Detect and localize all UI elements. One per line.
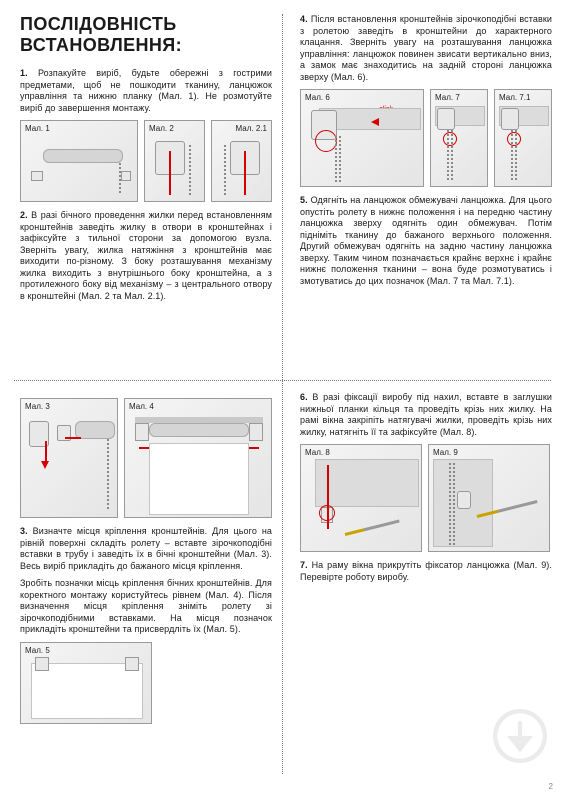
step-num-7: 7. — [300, 560, 308, 570]
step-5-text: 5. Одягніть на ланцюжок обмежувачі ланцю… — [300, 195, 552, 287]
fig-9: Мал. 9 — [428, 444, 550, 552]
fig-21: Мал. 2.1 — [211, 120, 272, 202]
fig-2: Мал. 2 — [144, 120, 205, 202]
step-num-6: 6. — [300, 392, 308, 402]
fig-row-3: Мал. 5 — [20, 642, 272, 724]
page-title: ПОСЛІДОВНІСТЬ ВСТАНОВЛЕННЯ: — [20, 14, 272, 56]
step-num-3: 3. — [20, 526, 28, 536]
fig-1: Мал. 1 — [20, 120, 138, 202]
step-1-body: Розпакуйте виріб, будьте обережні з гост… — [20, 68, 272, 113]
fig-row-1: Мал. 1 Мал. 2 Мал. 2.1 — [20, 120, 272, 202]
step-7-text: 7. На раму вікна прикрутіть фіксатор лан… — [300, 560, 552, 583]
fig-21-caption: Мал. 2.1 — [236, 124, 267, 133]
fig-7: Мал. 7 — [430, 89, 488, 187]
fig-2-caption: Мал. 2 — [149, 124, 174, 133]
step-3-body-b: Зробіть позначки місць кріплення бічних … — [20, 578, 272, 634]
step-1-text: 1. Розпакуйте виріб, будьте обережні з г… — [20, 68, 272, 114]
fig-1-caption: Мал. 1 — [25, 124, 50, 133]
fig-row-4: Мал. 6 click Мал. 7 Мал. 7.1 — [300, 89, 552, 187]
step-4-text: 4. Після встановлення кронштейнів зірочк… — [300, 14, 552, 83]
fig-3-caption: Мал. 3 — [25, 402, 50, 411]
horizontal-separator — [14, 380, 551, 381]
page-number: 2 — [549, 782, 553, 791]
fig-71: Мал. 7.1 — [494, 89, 552, 187]
step-4-body: Після встановлення кронштейнів зірочкопо… — [300, 14, 552, 82]
step-num-1: 1. — [20, 68, 28, 78]
fig-row-2: Мал. 3 Мал. 4 — [20, 398, 272, 518]
step-6-body: В разі фіксації виробу під нахил, вставт… — [300, 392, 552, 437]
fig-4: Мал. 4 — [124, 398, 272, 518]
step-3-text-b: Зробіть позначки місць кріплення бічних … — [20, 578, 272, 636]
fig-71-caption: Мал. 7.1 — [499, 93, 530, 102]
step-2-text: 2. В разі бічного проведення жилки перед… — [20, 210, 272, 302]
fig-4-caption: Мал. 4 — [129, 402, 154, 411]
fig-5-caption: Мал. 5 — [25, 646, 50, 655]
fig-7-caption: Мал. 7 — [435, 93, 460, 102]
step-5-body: Одягніть на ланцюжок обмежувачі ланцюжка… — [300, 195, 552, 286]
fig-6-caption: Мал. 6 — [305, 93, 330, 102]
step-2-body: В разі бічного проведення жилки перед вс… — [20, 210, 272, 301]
fig-row-5: Мал. 8 Мал. 9 — [300, 444, 552, 552]
step-3-text-a: 3. Визначте місця кріплення кронштейнів.… — [20, 526, 272, 572]
step-6-text: 6. В разі фіксації виробу під нахил, вст… — [300, 392, 552, 438]
step-num-4: 4. — [300, 14, 308, 24]
fig-6: Мал. 6 click — [300, 89, 424, 187]
fig-3: Мал. 3 — [20, 398, 118, 518]
step-7-body: На раму вікна прикрутіть фіксатор ланцюж… — [300, 560, 552, 582]
fig-9-caption: Мал. 9 — [433, 448, 458, 457]
fig-5: Мал. 5 — [20, 642, 152, 724]
step-num-2: 2. — [20, 210, 28, 220]
fig-8-caption: Мал. 8 — [305, 448, 330, 457]
step-num-5: 5. — [300, 195, 308, 205]
step-3-body-a: Визначте місця кріплення кронштейнів. Дл… — [20, 526, 272, 571]
fig-8: Мал. 8 — [300, 444, 422, 552]
vertical-separator — [282, 14, 283, 774]
watermark-icon — [493, 709, 547, 763]
